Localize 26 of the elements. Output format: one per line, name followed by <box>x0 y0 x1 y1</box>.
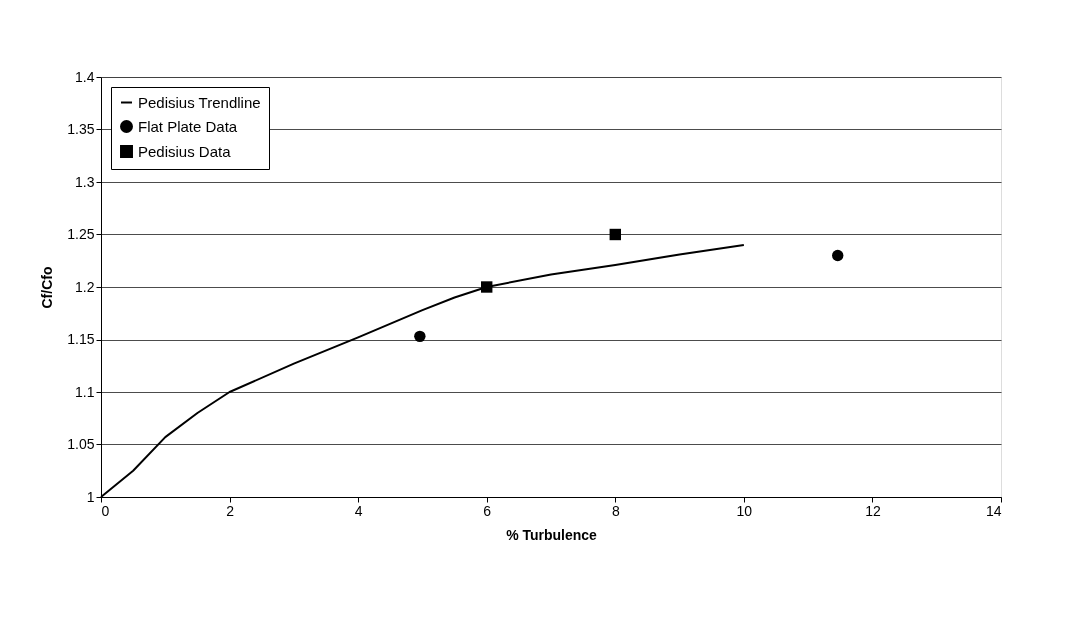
point <box>832 249 844 262</box>
x-tick-label: 12 <box>865 502 881 519</box>
x-tick-label: 10 <box>736 502 753 519</box>
x-tick-label: 6 <box>483 502 492 519</box>
point <box>481 281 493 293</box>
x-tick-label: 8 <box>611 502 620 519</box>
legend-label: Pedisius Data <box>138 142 232 160</box>
y-axis-title: Cf/Cfo <box>39 266 56 309</box>
y-tick-label: 1.4 <box>75 68 95 85</box>
y-tick-label: 1.15 <box>67 331 95 347</box>
x-axis-title: % Turbulence <box>506 526 598 543</box>
point <box>414 330 426 343</box>
legend-label: Flat Plate Data <box>138 117 238 135</box>
legend-label: Pedisius Trendline <box>138 93 261 111</box>
y-tick-label: 1.05 <box>67 436 95 452</box>
y-tick-label: 1 <box>86 488 95 505</box>
point <box>609 228 621 241</box>
x-tick-label: 0 <box>101 502 110 519</box>
x-tick-label: 14 <box>985 502 1002 519</box>
y-tick-label: 1.1 <box>75 383 95 400</box>
x-tick-label: 4 <box>354 502 363 519</box>
y-tick-label: 1.35 <box>67 121 95 137</box>
x-tick-label: 2 <box>226 502 235 519</box>
y-tick-label: 1.2 <box>75 278 95 295</box>
y-tick-label: 1.3 <box>75 173 95 190</box>
y-tick-label: 1.25 <box>67 226 95 242</box>
